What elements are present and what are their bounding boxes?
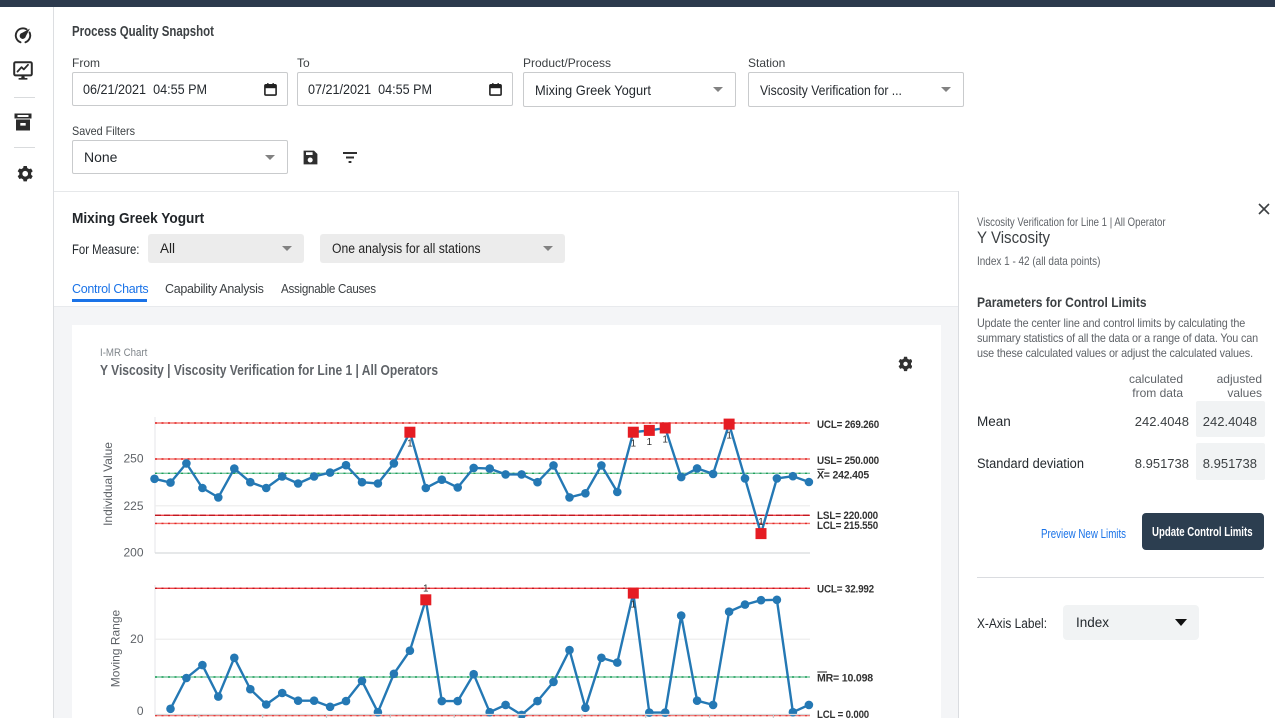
svg-text:1: 1 [407,439,413,450]
svg-text:1: 1 [758,517,764,528]
svg-text:1: 1 [662,435,668,446]
svg-text:UCL= 32.992: UCL= 32.992 [817,584,874,596]
svg-text:20: 20 [130,632,144,646]
svg-text:LCL = 0.000: LCL = 0.000 [817,709,869,718]
svg-text:250: 250 [123,452,143,466]
svg-text:LSL= 220.000: LSL= 220.000 [817,510,878,522]
svg-text:1: 1 [631,439,637,450]
svg-text:1: 1 [647,437,653,448]
svg-text:225: 225 [123,499,143,513]
svg-text:Individual Value: Individual Value [101,442,115,526]
svg-text:MR= 10.098: MR= 10.098 [817,672,873,684]
svg-text:1: 1 [726,431,732,442]
svg-text:Moving Range: Moving Range [109,609,123,687]
svg-text:UCL= 269.260: UCL= 269.260 [817,419,879,431]
svg-text:LCL= 215.550: LCL= 215.550 [817,520,878,532]
svg-text:1: 1 [423,583,429,594]
svg-text:0: 0 [137,704,144,718]
svg-text:USL= 250.000: USL= 250.000 [817,455,879,467]
svg-text:X= 242.405: X= 242.405 [817,470,869,482]
svg-text:200: 200 [123,546,143,560]
svg-text:1: 1 [631,600,637,611]
